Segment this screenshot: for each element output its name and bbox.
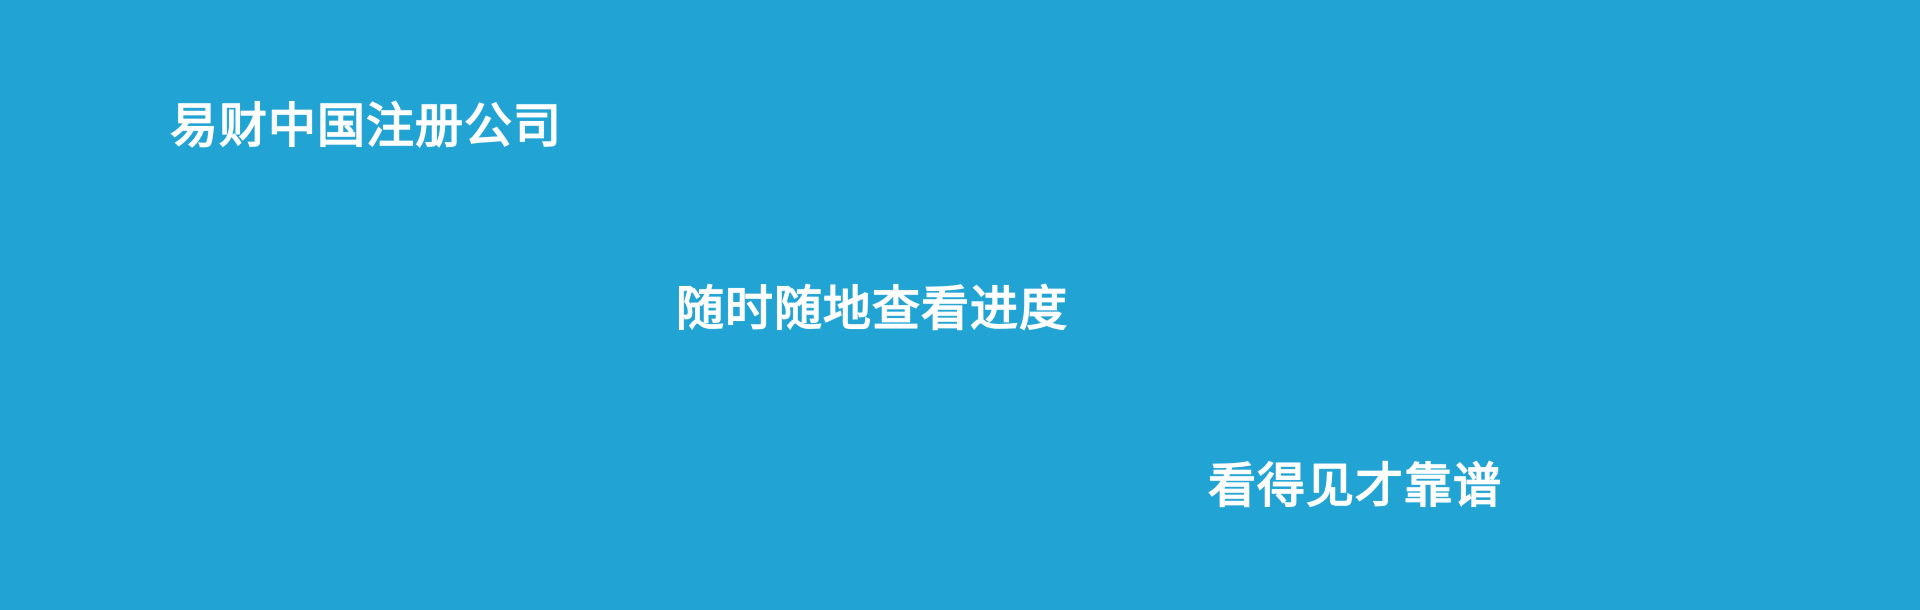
reliability-slogan: 看得见才靠谱	[1208, 458, 1503, 514]
progress-slogan: 随时随地查看进度	[676, 281, 1069, 337]
company-name: 易财中国注册公司	[170, 98, 563, 154]
